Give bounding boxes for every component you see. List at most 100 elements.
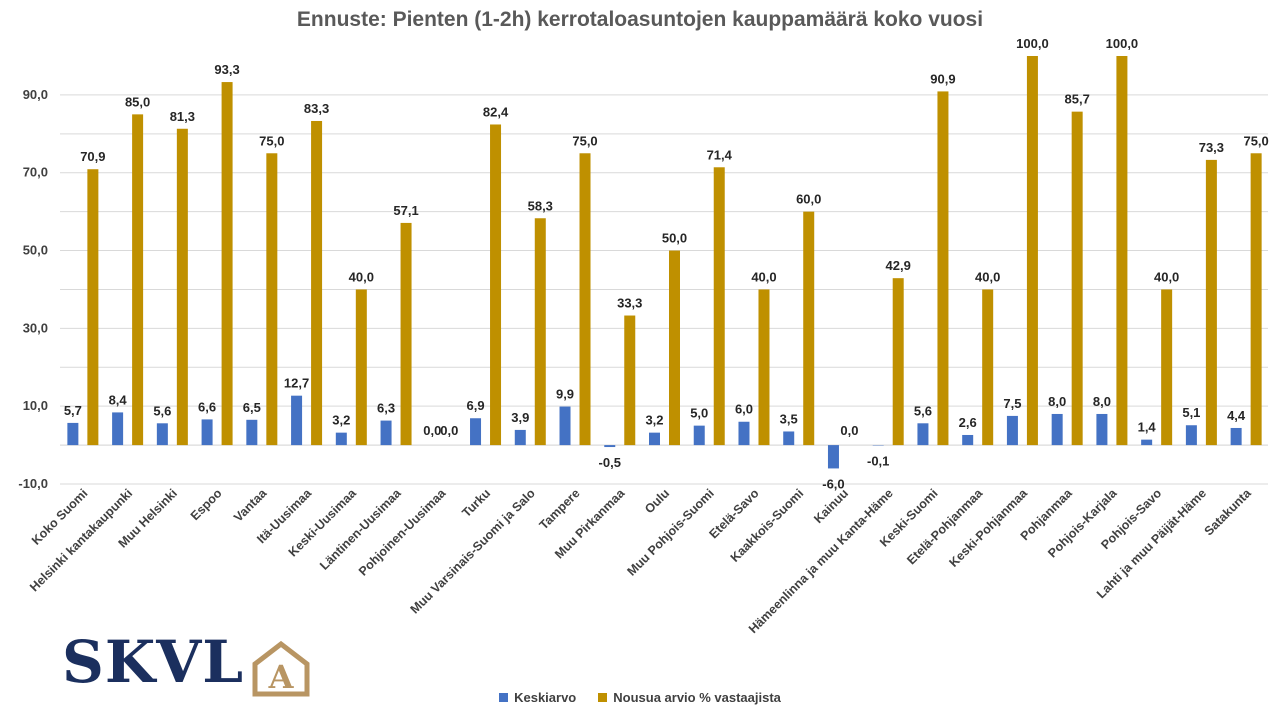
y-tick-label: 90,0: [23, 87, 48, 102]
bar-nousua: [400, 222, 412, 446]
data-label-keskiarvo: 3,9: [511, 410, 529, 425]
category-label: Tampere: [537, 486, 583, 532]
data-label-nousua: 85,7: [1065, 92, 1090, 107]
data-label-nousua: 85,0: [125, 94, 150, 109]
bar-keskiarvo: [738, 421, 750, 446]
bar-keskiarvo: [201, 419, 213, 446]
bar-chart: 90,0 70,0 50,0 30,0 10,0 -10,0 5,7 70,9 8,4 85,0…: [18, 36, 1269, 636]
data-label-keskiarvo: 5,7: [64, 403, 82, 418]
bar-nousua: [713, 167, 725, 446]
data-label-nousua: 83,3: [304, 101, 329, 116]
data-label-nousua: 75,0: [259, 133, 284, 148]
bar-nousua: [311, 120, 323, 446]
data-label-keskiarvo: 5,1: [1182, 405, 1200, 420]
data-label-nousua: 70,9: [80, 149, 105, 164]
legend-item-nousua: Nousua arvio % vastaajista: [598, 690, 781, 705]
data-label-keskiarvo: -0,1: [867, 453, 889, 468]
data-label-keskiarvo: 5,6: [914, 403, 932, 418]
data-label-keskiarvo: 1,4: [1138, 420, 1157, 435]
data-labels: 5,7 70,9 8,4 85,0 5,6 81,3 6,6 93,3 6,5 75,0 12,7 8…: [64, 36, 1269, 491]
data-label-keskiarvo: 12,7: [284, 376, 309, 391]
data-label-nousua: 0,0: [440, 423, 458, 438]
category-label: Vantaa: [231, 485, 270, 524]
bars: [67, 56, 1262, 469]
bar-nousua: [534, 218, 546, 446]
data-label-nousua: 93,3: [214, 62, 239, 77]
category-label: Etelä-Pohjanmaa: [904, 485, 986, 567]
bar-nousua: [937, 91, 949, 446]
data-label-keskiarvo: 6,9: [466, 398, 484, 413]
data-label-keskiarvo: 2,6: [959, 415, 977, 430]
bar-keskiarvo: [1230, 427, 1242, 446]
bar-nousua: [758, 289, 770, 446]
bar-nousua: [490, 124, 502, 446]
logo-mark-letter: A: [268, 658, 295, 696]
data-label-nousua: 100,0: [1106, 36, 1139, 51]
category-label: Satakunta: [1202, 485, 1255, 538]
bar-nousua: [579, 153, 591, 446]
data-label-keskiarvo: 7,5: [1003, 396, 1021, 411]
legend-swatch-nousua: [598, 693, 608, 702]
category-label: Oulu: [642, 486, 672, 516]
data-label-keskiarvo: 5,0: [690, 406, 708, 421]
data-label-nousua: 42,9: [886, 258, 911, 273]
bar-keskiarvo: [380, 420, 392, 446]
data-label-keskiarvo: 8,0: [1093, 394, 1111, 409]
data-label-nousua: 71,4: [707, 147, 733, 162]
y-tick-label: 70,0: [23, 165, 48, 180]
data-label-nousua: 73,3: [1199, 140, 1224, 155]
bar-keskiarvo: [917, 423, 929, 446]
category-label: Keski-Pohjanmaa: [946, 485, 1030, 569]
data-label-keskiarvo: 0,0: [423, 423, 441, 438]
data-label-nousua: 0,0: [840, 423, 858, 438]
bar-keskiarvo: [1006, 415, 1018, 446]
legend-label-nousua: Nousua arvio % vastaajista: [613, 690, 781, 705]
data-label-nousua: 75,0: [1243, 133, 1268, 148]
logo-text: SKVL: [62, 628, 245, 696]
bar-nousua: [1071, 111, 1083, 446]
bar-nousua: [892, 278, 904, 446]
bar-nousua: [669, 250, 680, 446]
data-label-nousua: 58,3: [528, 198, 553, 213]
bar-keskiarvo: [1141, 439, 1153, 446]
bar-nousua: [1205, 159, 1217, 446]
data-label-keskiarvo: 5,6: [153, 403, 171, 418]
bar-nousua: [803, 211, 815, 446]
data-label-keskiarvo: 8,0: [1048, 394, 1066, 409]
category-label: Kainuu: [811, 486, 851, 526]
legend-label-keskiarvo: Keskiarvo: [514, 690, 577, 705]
data-label-keskiarvo: 3,2: [332, 413, 350, 428]
data-label-nousua: 81,3: [170, 109, 195, 124]
bar-nousua: [982, 289, 994, 446]
legend-swatch-keskiarvo: [499, 693, 509, 702]
category-label: Läntinen-Uusimaa: [317, 485, 404, 572]
data-label-keskiarvo: -0,5: [599, 455, 621, 470]
bar-nousua: [221, 82, 233, 446]
category-label: Muu Pohjois-Suomi: [624, 486, 716, 578]
bar-keskiarvo: [783, 431, 795, 446]
y-axis: 90,0 70,0 50,0 30,0 10,0 -10,0: [18, 87, 48, 491]
house-a-logo-icon: A: [252, 640, 310, 697]
data-label-nousua: 40,0: [975, 269, 1000, 284]
bar-keskiarvo: [604, 445, 616, 448]
bar-nousua: [1116, 56, 1128, 446]
legend: Keskiarvo Nousua arvio % vastaajista: [0, 690, 1280, 705]
bar-keskiarvo: [649, 432, 660, 446]
data-label-keskiarvo: 6,0: [735, 402, 753, 417]
bar-keskiarvo: [514, 429, 526, 446]
bar-keskiarvo: [559, 406, 571, 446]
y-tick-label: 10,0: [23, 398, 48, 413]
data-label-keskiarvo: 6,3: [377, 401, 395, 416]
bar-keskiarvo: [67, 422, 79, 446]
data-label-keskiarvo: 9,9: [556, 387, 574, 402]
data-label-nousua: 82,4: [483, 104, 509, 119]
y-tick-label: 50,0: [23, 243, 48, 258]
bar-nousua: [132, 114, 144, 446]
data-label-keskiarvo: 3,5: [780, 411, 798, 426]
data-label-keskiarvo: 4,4: [1227, 408, 1246, 423]
bar-keskiarvo: [962, 434, 974, 446]
category-label: Espoo: [188, 486, 225, 523]
bar-nousua: [1026, 56, 1038, 446]
bar-keskiarvo: [112, 412, 124, 446]
data-label-keskiarvo: 3,2: [645, 413, 663, 428]
